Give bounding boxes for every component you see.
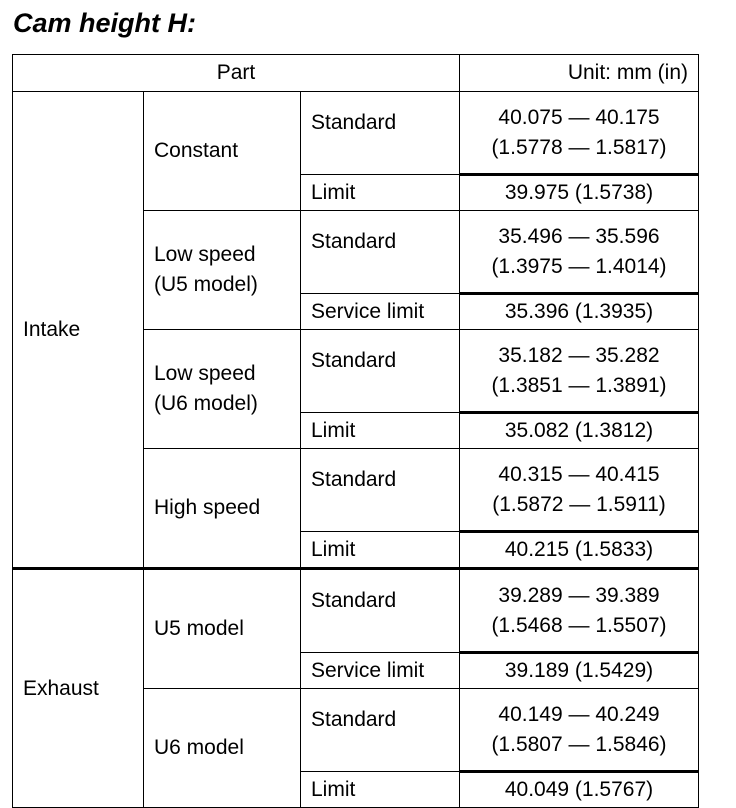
text-line: (1.5468 — 1.5507): [491, 613, 667, 637]
item-label: Standard: [300, 91, 460, 175]
item-label: Standard: [300, 448, 460, 532]
spec-table: Part Unit: mm (in) Intake Constant Standar…: [12, 54, 699, 808]
item-label: Limit: [300, 531, 460, 569]
table-body: Part Unit: mm (in) Intake Constant Standar…: [12, 54, 699, 808]
text-line: 35.082 (1.3812): [504, 419, 654, 442]
item-value: 35.396 (1.3935): [459, 293, 699, 330]
text-line: Constant: [154, 139, 239, 162]
subgroup-name: U6 model: [143, 688, 301, 808]
text-line: (1.3851 — 1.3891): [491, 373, 667, 397]
item-label: Standard: [300, 567, 460, 653]
subgroup-name: High speed: [143, 448, 301, 569]
item-label: Limit: [300, 412, 460, 449]
header-part: Part: [12, 54, 460, 92]
subgroup-name: Low speed (U5 model): [143, 210, 301, 330]
subgroup-name: Constant: [143, 91, 301, 211]
text-line: U6 model: [154, 736, 244, 759]
text-line: 35.182 — 35.282: [498, 343, 660, 367]
row: Exhaust U5 model Standard 39.289 — 39.389 (1…: [12, 567, 699, 808]
text-line: Low speed: [154, 362, 256, 385]
row: Service limit 39.189 (1.5429): [13, 652, 699, 689]
text-line: (U5 model): [154, 273, 258, 296]
item-label: Standard: [300, 210, 460, 294]
item-label: Standard: [300, 688, 460, 772]
item-label: Service limit: [300, 293, 460, 330]
item-value: 40.149 — 40.249 (1.5807 — 1.5846): [459, 688, 699, 773]
subgroup-name: Low speed (U6 model): [143, 329, 301, 449]
header-unit: Unit: mm (in): [459, 54, 699, 92]
row: Limit 39.975 (1.5738): [13, 174, 699, 211]
item-label: Standard: [300, 329, 460, 413]
item-value: 40.049 (1.5767): [459, 771, 699, 808]
item-label: Limit: [300, 174, 460, 211]
row: Low speed (U6 model) Standard 35.182 — 35.2…: [13, 329, 699, 449]
text-line: U5 model: [154, 617, 244, 640]
text-line: 40.075 — 40.175: [498, 105, 660, 129]
row: Intake Constant Standard 40.075 — 40.175 (1.…: [12, 91, 699, 569]
text-line: 39.975 (1.5738): [504, 181, 654, 204]
item-label: Service limit: [300, 652, 460, 689]
text-line: (U6 model): [154, 392, 258, 415]
item-value: 39.189 (1.5429): [459, 652, 699, 689]
row: Limit 35.082 (1.3812): [13, 412, 699, 449]
header-row: Part Unit: mm (in): [12, 54, 699, 92]
text-line: 40.215 (1.5833): [504, 538, 654, 561]
row: Limit 40.215 (1.5833): [13, 531, 699, 569]
item-value: 40.315 — 40.415 (1.5872 — 1.5911): [459, 448, 699, 533]
group-name: Intake: [12, 91, 144, 569]
page: Cam height H: Part Unit: mm (in) Intake C…: [12, 8, 699, 808]
text-line: 35.496 — 35.596: [498, 224, 660, 248]
item-value: 35.182 — 35.282 (1.3851 — 1.3891): [459, 329, 699, 414]
text-line: (1.3975 — 1.4014): [491, 254, 667, 278]
text-line: 40.149 — 40.249: [498, 702, 660, 726]
item-label: Limit: [300, 771, 460, 808]
row: Low speed (U5 model) Standard 35.496 — 35.5…: [13, 210, 699, 330]
text-line: 35.396 (1.3935): [504, 300, 654, 323]
item-value: 35.082 (1.3812): [459, 412, 699, 449]
title: Cam height H:: [13, 8, 197, 38]
text-line: (1.5807 — 1.5846): [491, 732, 667, 756]
item-value: 39.289 — 39.389 (1.5468 — 1.5507): [459, 567, 699, 654]
text-line: Low speed: [154, 243, 256, 266]
text-line: 40.315 — 40.415: [498, 462, 660, 486]
text-line: 39.189 (1.5429): [504, 659, 654, 682]
text-line: (1.5872 — 1.5911): [492, 492, 666, 516]
item-value: 35.496 — 35.596 (1.3975 — 1.4014): [459, 210, 699, 295]
text-line: 39.289 — 39.389: [498, 583, 660, 607]
row: High speed Standard 40.315 — 40.415 (1.5872…: [13, 448, 699, 569]
item-value: 40.075 — 40.175 (1.5778 — 1.5817): [459, 91, 699, 176]
text-line: 40.049 (1.5767): [504, 778, 654, 801]
group-name: Exhaust: [12, 567, 144, 808]
text-line: High speed: [154, 496, 261, 519]
item-value: 39.975 (1.5738): [459, 174, 699, 211]
text-line: (1.5778 — 1.5817): [491, 135, 667, 159]
subgroup-name: U5 model: [143, 567, 301, 689]
item-value: 40.215 (1.5833): [459, 531, 699, 569]
row: Service limit 35.396 (1.3935): [13, 293, 699, 330]
